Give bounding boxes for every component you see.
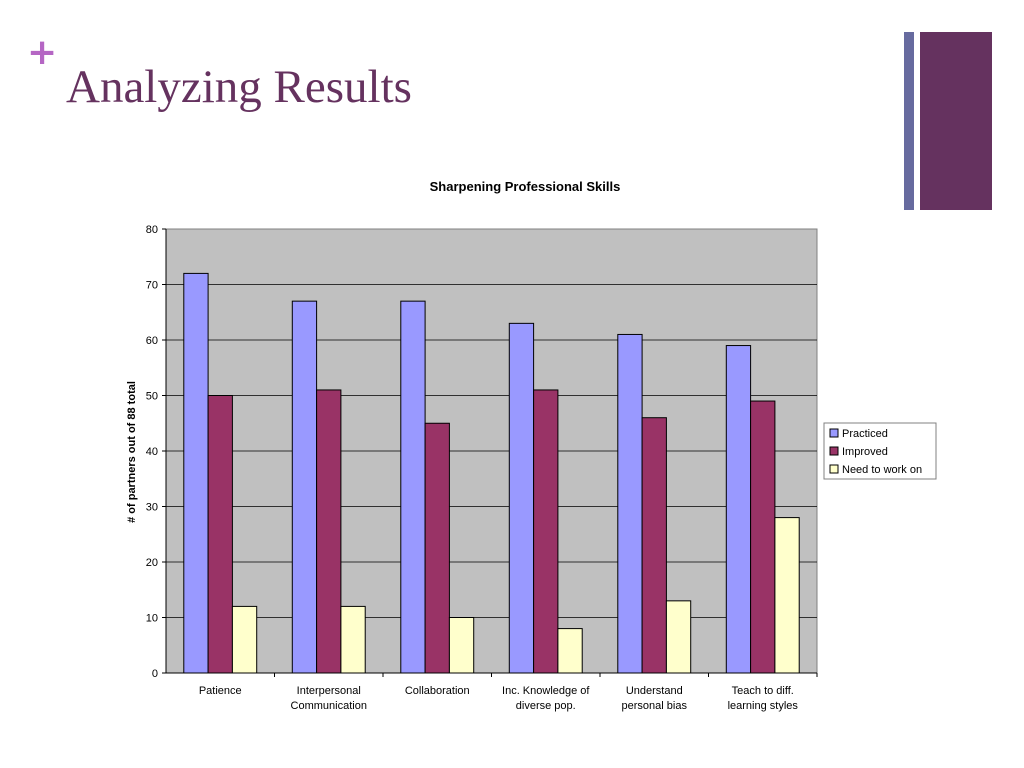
y-tick-label: 10: [146, 613, 158, 625]
y-axis-label: # of partners out of 88 total: [126, 381, 138, 523]
bar: [340, 605, 366, 674]
bar: [207, 395, 233, 674]
x-tick-label: Teach to diff.: [732, 685, 794, 697]
decorative-bar-thin: [904, 32, 914, 210]
bar: [183, 272, 209, 674]
chart-title: Sharpening Professional Skills: [430, 179, 621, 194]
x-tick-label: Collaboration: [405, 685, 470, 697]
slide-title: Analyzing Results: [66, 61, 412, 113]
legend-swatch: [829, 446, 839, 456]
bar: [665, 600, 692, 674]
bar: [424, 422, 450, 674]
legend-label: Improved: [842, 446, 888, 458]
legend-swatch: [829, 464, 839, 474]
y-tick-label: 0: [152, 668, 158, 680]
x-tick-label: diverse pop.: [516, 700, 576, 712]
bar: [774, 517, 800, 674]
x-tick-label: Communication: [291, 700, 367, 712]
y-tick-label: 80: [146, 224, 158, 236]
bar: [400, 300, 426, 674]
legend-swatch: [829, 428, 839, 438]
x-tick-label: Interpersonal: [297, 685, 361, 697]
y-tick-label: 60: [146, 335, 158, 347]
legend: Practiced Improved Need to work on: [823, 422, 937, 480]
y-tick-label: 40: [146, 446, 158, 458]
bar: [291, 300, 318, 674]
bar: [617, 333, 643, 674]
bar: [725, 345, 752, 674]
bar: [533, 389, 559, 674]
x-tick-label: Understand: [626, 685, 683, 697]
bar: [316, 389, 342, 674]
y-tick-label: 30: [146, 502, 158, 514]
x-tick-label: Patience: [199, 685, 242, 697]
bar: [557, 628, 583, 674]
x-tick-label: learning styles: [728, 700, 799, 712]
plus-icon: +: [27, 32, 58, 73]
x-tick-label: Inc. Knowledge of: [502, 685, 590, 697]
y-tick-label: 70: [146, 280, 158, 292]
bar: [231, 605, 258, 674]
bar: [641, 417, 667, 674]
decorative-bar-thick: [920, 32, 992, 210]
legend-box: [823, 422, 937, 480]
plot-area: 0 10 20 30 40 50 60 70 80 Patience Interpersonal Co…: [146, 224, 818, 712]
x-tick-label: personal bias: [622, 700, 688, 712]
bar: [508, 322, 535, 674]
legend-label: Practiced: [842, 428, 888, 440]
y-tick-label: 50: [146, 391, 158, 403]
bar: [750, 400, 776, 674]
bar: [448, 617, 475, 674]
legend-label: Need to work on: [842, 464, 922, 476]
y-tick-label: 20: [146, 557, 158, 569]
